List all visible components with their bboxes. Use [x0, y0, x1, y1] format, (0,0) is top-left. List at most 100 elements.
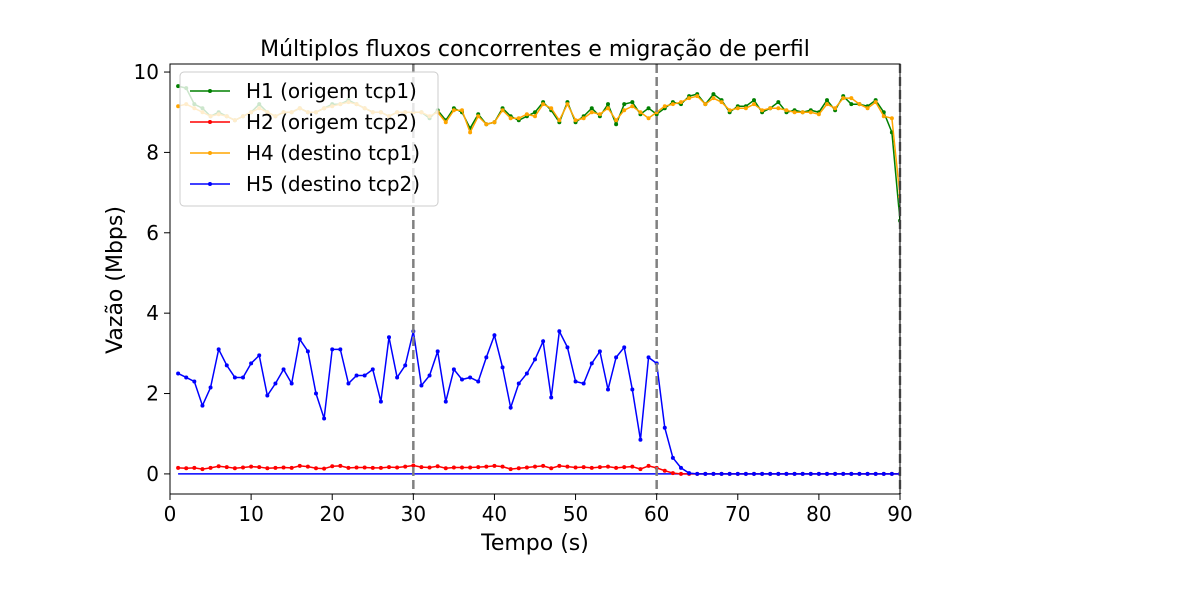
data-point — [630, 100, 634, 104]
data-point — [679, 466, 683, 470]
x-tick-label: 20 — [319, 502, 344, 526]
data-point — [744, 106, 748, 110]
data-point — [468, 375, 472, 379]
data-point — [857, 472, 861, 476]
data-point — [663, 104, 667, 108]
data-point — [249, 361, 253, 365]
data-point — [663, 469, 667, 473]
legend-label: H5 (destino tcp2) — [246, 172, 420, 196]
data-point — [541, 102, 545, 106]
data-point — [468, 130, 472, 134]
data-point — [533, 465, 537, 469]
data-point — [565, 345, 569, 349]
data-point — [176, 466, 180, 470]
data-point — [606, 106, 610, 110]
data-point — [825, 98, 829, 102]
data-point — [484, 355, 488, 359]
data-point — [614, 122, 618, 126]
data-point — [525, 112, 529, 116]
data-point — [776, 472, 780, 476]
data-point — [273, 381, 277, 385]
data-point — [801, 110, 805, 114]
data-point — [541, 464, 545, 468]
data-point — [338, 464, 342, 468]
data-point — [817, 472, 821, 476]
data-point — [557, 118, 561, 122]
data-point — [265, 466, 269, 470]
data-point — [209, 466, 213, 470]
data-point — [501, 365, 505, 369]
data-point — [760, 108, 764, 112]
data-point — [647, 355, 651, 359]
data-point — [784, 108, 788, 112]
data-point — [428, 465, 432, 469]
data-point — [736, 106, 740, 110]
data-point — [582, 116, 586, 120]
data-point — [322, 416, 326, 420]
data-point — [638, 110, 642, 114]
data-point — [711, 472, 715, 476]
data-point — [809, 472, 813, 476]
data-point — [444, 466, 448, 470]
data-point — [525, 371, 529, 375]
data-point — [574, 379, 578, 383]
data-point — [217, 347, 221, 351]
data-point — [363, 373, 367, 377]
x-tick-label: 30 — [401, 502, 426, 526]
data-point — [379, 466, 383, 470]
data-point — [192, 466, 196, 470]
data-point — [460, 377, 464, 381]
data-point — [582, 381, 586, 385]
data-point — [671, 471, 675, 475]
y-axis-ticks: 0 2 4 6 8 10 — [134, 60, 170, 486]
legend-label: H4 (destino tcp1) — [246, 141, 420, 165]
data-point — [752, 102, 756, 106]
legend-label: H2 (origem tcp2) — [246, 110, 417, 134]
data-point — [703, 102, 707, 106]
data-point — [752, 98, 756, 102]
data-point — [687, 471, 691, 475]
data-point — [476, 114, 480, 118]
x-axis-ticks: 0 10 20 30 40 50 60 70 80 90 — [164, 494, 913, 526]
data-point — [890, 472, 894, 476]
data-point — [419, 383, 423, 387]
legend-marker — [208, 151, 212, 155]
data-point — [833, 106, 837, 110]
data-point — [720, 472, 724, 476]
data-point — [476, 379, 480, 383]
data-point — [549, 466, 553, 470]
data-point — [436, 464, 440, 468]
data-point — [622, 102, 626, 106]
data-point — [760, 472, 764, 476]
data-point — [809, 110, 813, 114]
data-point — [574, 465, 578, 469]
y-axis-label: Vazão (Mbps) — [103, 206, 128, 354]
data-point — [314, 392, 318, 396]
data-point — [606, 102, 610, 106]
legend-marker — [208, 182, 212, 186]
y-tick-label: 0 — [146, 462, 159, 486]
data-point — [841, 472, 845, 476]
data-point — [476, 465, 480, 469]
data-point — [622, 345, 626, 349]
y-tick-label: 6 — [146, 221, 159, 245]
data-point — [314, 466, 318, 470]
data-point — [598, 112, 602, 116]
x-tick-label: 80 — [806, 502, 831, 526]
data-point — [866, 472, 870, 476]
data-point — [598, 349, 602, 353]
series-line-2 — [178, 465, 900, 473]
data-point — [671, 102, 675, 106]
x-tick-label: 90 — [887, 502, 912, 526]
data-point — [606, 388, 610, 392]
data-point — [565, 465, 569, 469]
data-point — [452, 465, 456, 469]
y-tick-label: 4 — [146, 301, 159, 325]
y-tick-label: 10 — [134, 60, 159, 84]
data-point — [225, 363, 229, 367]
data-point — [565, 102, 569, 106]
data-point — [184, 375, 188, 379]
data-point — [273, 466, 277, 470]
data-point — [557, 464, 561, 468]
